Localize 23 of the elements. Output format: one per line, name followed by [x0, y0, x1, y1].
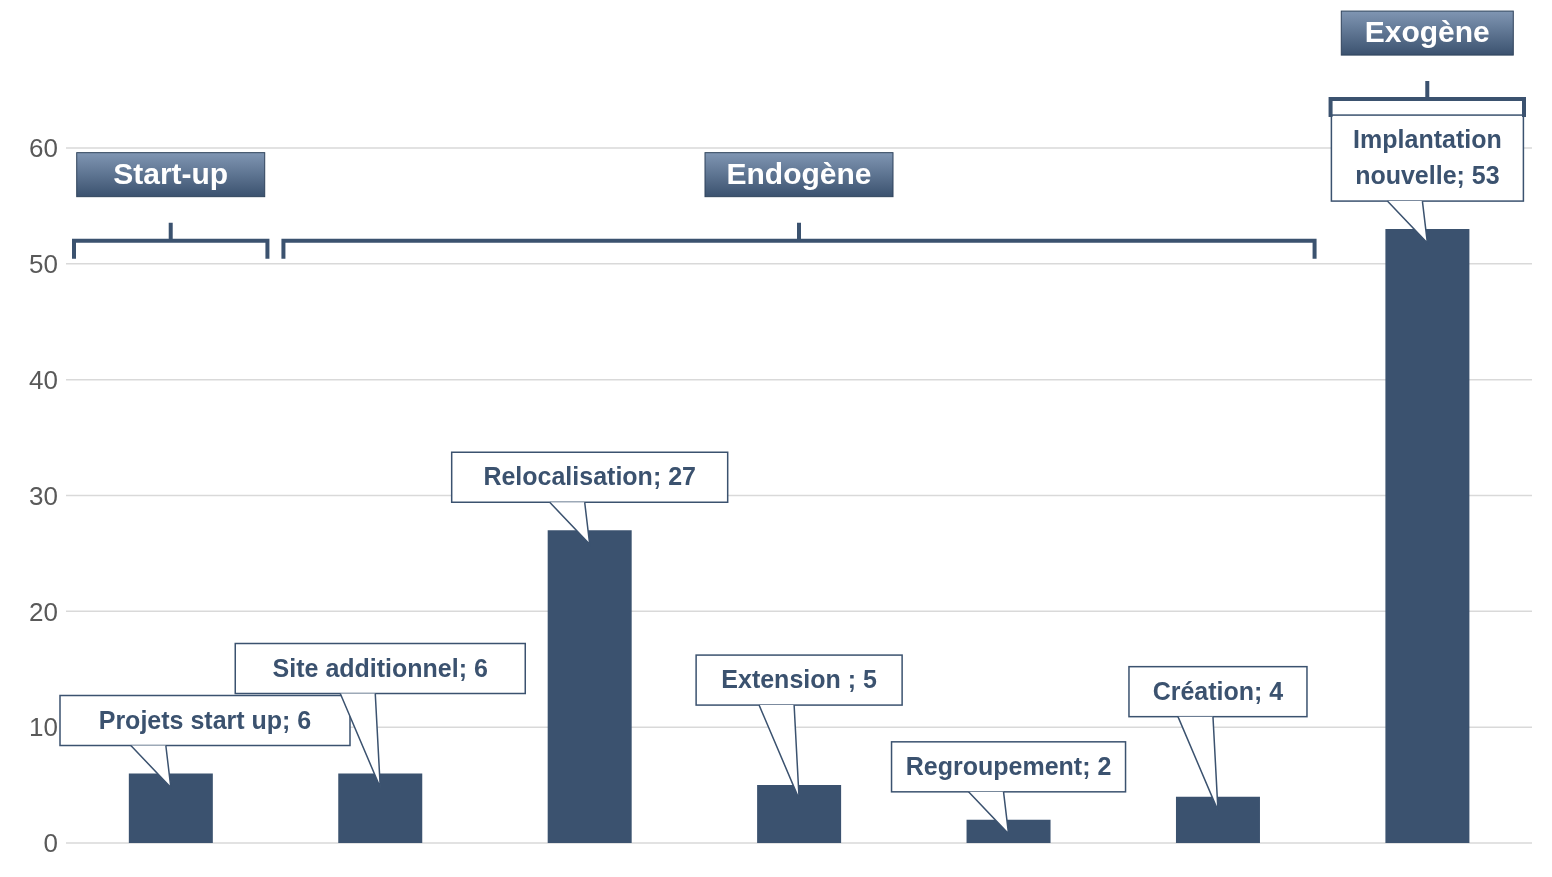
y-tick-label: 20 [29, 596, 58, 627]
y-tick-label: 50 [29, 249, 58, 280]
y-tick-label: 40 [29, 364, 58, 395]
bar [1175, 796, 1260, 843]
y-tick-label: 0 [43, 828, 58, 859]
data-label: Relocalisation; 27 [483, 462, 696, 491]
text: Exogène [1364, 15, 1490, 49]
data-label: Projets start up; 6 [98, 705, 312, 734]
annotation: Start-up [113, 156, 229, 190]
bar [338, 773, 423, 843]
bar [757, 785, 842, 843]
bar [547, 530, 632, 843]
annotation: Endogène [726, 156, 872, 190]
y-tick-label: 60 [29, 133, 58, 164]
bar [1385, 229, 1470, 843]
data-label: Extension ; 5 [721, 665, 877, 694]
data-label: Regroupement; 2 [905, 751, 1112, 780]
data-label: Implantation nouvelle; 53 [1353, 125, 1502, 190]
data-label: Site additionnel; 6 [272, 653, 488, 682]
bar [128, 773, 213, 843]
y-tick-label: 30 [29, 480, 58, 511]
data-label: Création; 4 [1152, 676, 1284, 705]
y-tick-label: 10 [29, 712, 58, 743]
